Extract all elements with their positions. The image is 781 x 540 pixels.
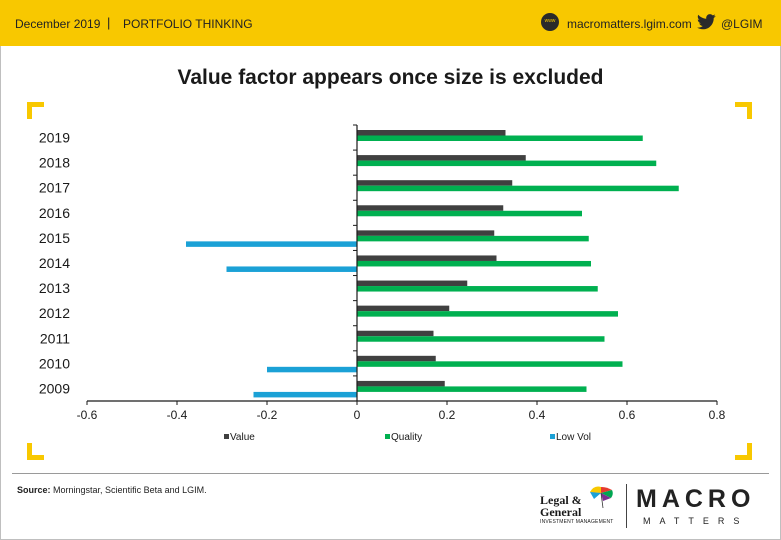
source-text: Morningstar, Scientific Beta and LGIM.: [53, 485, 207, 495]
header-date: December 2019: [15, 17, 101, 31]
bar-value-2018: [357, 155, 526, 161]
legend-label-quality: Quality: [391, 432, 422, 443]
bar-low-vol-2009: [253, 391, 357, 398]
bar-value-2017: [357, 180, 513, 186]
x-tick-label--0.6: -0.6: [77, 408, 98, 422]
bar-value-2010: [357, 355, 436, 362]
header-section: PORTFOLIO THINKING: [123, 17, 253, 31]
x-tick-label--0.2: -0.2: [257, 408, 278, 422]
y-tick-label-2016: 2016: [39, 205, 70, 221]
chart-title: Value factor appears once size is exclud…: [177, 66, 604, 89]
globe-icon-text: www: [544, 18, 556, 24]
bar-quality-2017: [357, 185, 679, 192]
bar-quality-2018: [357, 160, 657, 167]
bar-quality-2012: [357, 311, 618, 317]
bar-value-2015: [357, 230, 495, 236]
source-note: Source: Morningstar, Scientific Beta and…: [17, 485, 207, 495]
corner-bracket-bottom-right: [735, 443, 752, 460]
lg-logo-line2: General: [540, 505, 582, 519]
y-tick-label-2009: 2009: [39, 380, 70, 396]
bar-quality-2011: [357, 336, 605, 342]
bar-value-2014: [357, 255, 497, 261]
bar-value-2011: [357, 330, 434, 337]
y-tick-label-2019: 2019: [39, 130, 70, 146]
bar-quality-2016: [357, 210, 582, 217]
bar-quality-2019: [357, 135, 643, 141]
bar-value-2013: [357, 280, 468, 287]
bar-low-vol-2015: [186, 241, 357, 247]
bar-value-2012: [357, 305, 450, 312]
footer-divider: [12, 473, 769, 474]
y-tick-label-2015: 2015: [39, 230, 70, 246]
corner-bracket-bottom-left: [27, 443, 44, 460]
bar-low-vol-2010: [267, 366, 357, 373]
bar-value-2019: [357, 130, 506, 136]
x-tick-label-0.2: 0.2: [439, 408, 456, 422]
lg-logo-line1: Legal &: [540, 493, 582, 507]
corner-bracket-top-left: [27, 102, 44, 119]
lg-logo-subtext: INVESTMENT MANAGEMENT: [540, 519, 614, 525]
corner-bracket-top-right: [735, 102, 752, 119]
logo-divider: [626, 484, 627, 528]
y-tick-label-2018: 2018: [39, 155, 70, 171]
header-bar: December 2019 | PORTFOLIO THINKING www m…: [0, 0, 781, 46]
umbrella-logo-icon: [590, 486, 613, 509]
x-tick-label-0.4: 0.4: [529, 408, 546, 422]
macro-logo-text: MACRO: [636, 485, 756, 513]
x-tick-label--0.4: -0.4: [167, 408, 188, 422]
legend-swatch-quality: [385, 434, 390, 439]
x-tick-label-0.6: 0.6: [619, 408, 636, 422]
bar-quality-2014: [357, 260, 591, 267]
y-tick-label-2012: 2012: [39, 305, 70, 321]
globe-icon: www: [541, 13, 559, 31]
source-label: Source:: [17, 485, 51, 495]
legend-label-value: Value: [230, 432, 255, 443]
bar-value-2016: [357, 205, 504, 211]
y-tick-label-2017: 2017: [39, 180, 70, 196]
twitter-handle[interactable]: @LGIM: [721, 17, 763, 31]
twitter-icon[interactable]: [697, 14, 716, 30]
bar-quality-2009: [357, 386, 587, 392]
x-tick-label-0.8: 0.8: [709, 408, 726, 422]
matters-logo-text: MATTERS: [643, 516, 749, 526]
y-tick-label-2013: 2013: [39, 280, 70, 296]
bar-quality-2015: [357, 235, 589, 242]
bar-quality-2010: [357, 361, 623, 367]
website-link[interactable]: macromatters.lgim.com: [567, 17, 692, 31]
y-tick-label-2014: 2014: [39, 255, 70, 271]
y-tick-label-2011: 2011: [40, 330, 70, 346]
legend-swatch-low-vol: [550, 434, 555, 439]
bar-value-2009: [357, 380, 445, 387]
legend-label-low-vol: Low Vol: [556, 432, 591, 443]
x-tick-label-0: 0: [354, 408, 361, 422]
header-separator: |: [107, 15, 111, 30]
lg-logo-text: Legal & General: [540, 494, 582, 518]
bar-chart: 2019 2018 2017 2016 2015 2014 2013 2012 2011 2010…: [39, 124, 726, 443]
bar-low-vol-2014: [226, 266, 357, 272]
y-tick-label-2010: 2010: [39, 355, 70, 371]
legend-swatch-value: [224, 434, 229, 439]
bar-quality-2013: [357, 286, 598, 292]
